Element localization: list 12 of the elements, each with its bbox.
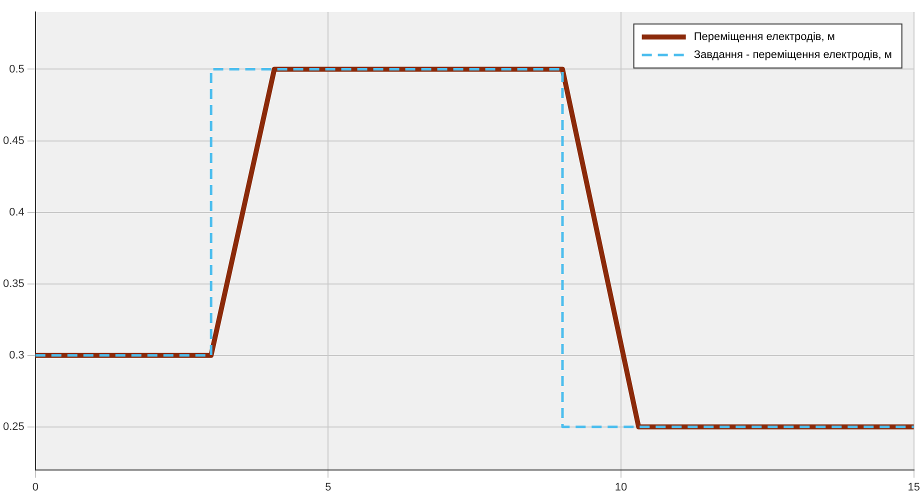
y-tick-label: 0.35 <box>2 278 24 290</box>
y-tick-label: 0.5 <box>9 63 24 76</box>
x-tick-label: 5 <box>325 481 332 494</box>
x-tick-label: 15 <box>908 481 920 494</box>
y-tick-label: 0.25 <box>2 420 24 433</box>
x-tick-label: 0 <box>32 481 38 494</box>
legend-label: Переміщення електродів, м <box>694 31 835 44</box>
legend-label: Завдання - переміщення електродів, м <box>694 49 892 62</box>
y-tick-label: 0.3 <box>9 349 24 362</box>
y-tick-label: 0.45 <box>2 134 24 147</box>
x-tick-label: 10 <box>614 481 628 494</box>
y-tick-label: 0.4 <box>9 206 24 218</box>
